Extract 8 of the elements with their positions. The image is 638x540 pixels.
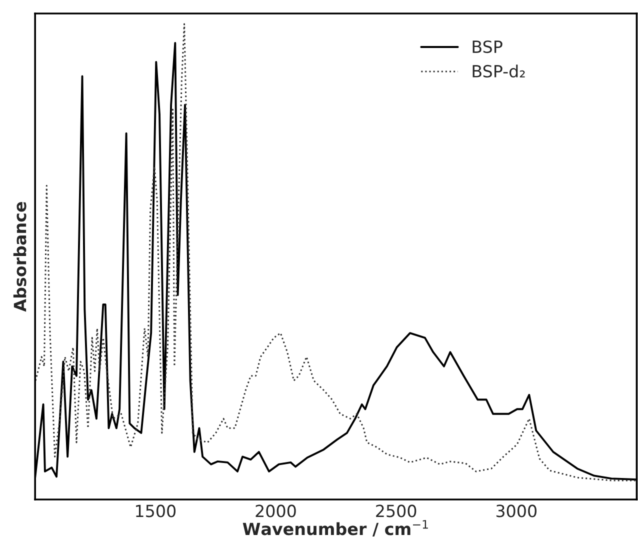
x-tick-label: 2500 bbox=[376, 504, 416, 518]
y-axis-title: Absorbance bbox=[13, 202, 26, 312]
legend-label: BSP bbox=[472, 40, 502, 54]
legend-label: BSP-d₂ bbox=[472, 64, 525, 78]
x-tick-label: 2000 bbox=[256, 504, 296, 518]
x-tick-label: 1500 bbox=[136, 504, 176, 518]
x-tick-label: 3000 bbox=[496, 504, 536, 518]
x-axis-title: Wavenumber / cm$^{−1}$ bbox=[242, 520, 428, 537]
